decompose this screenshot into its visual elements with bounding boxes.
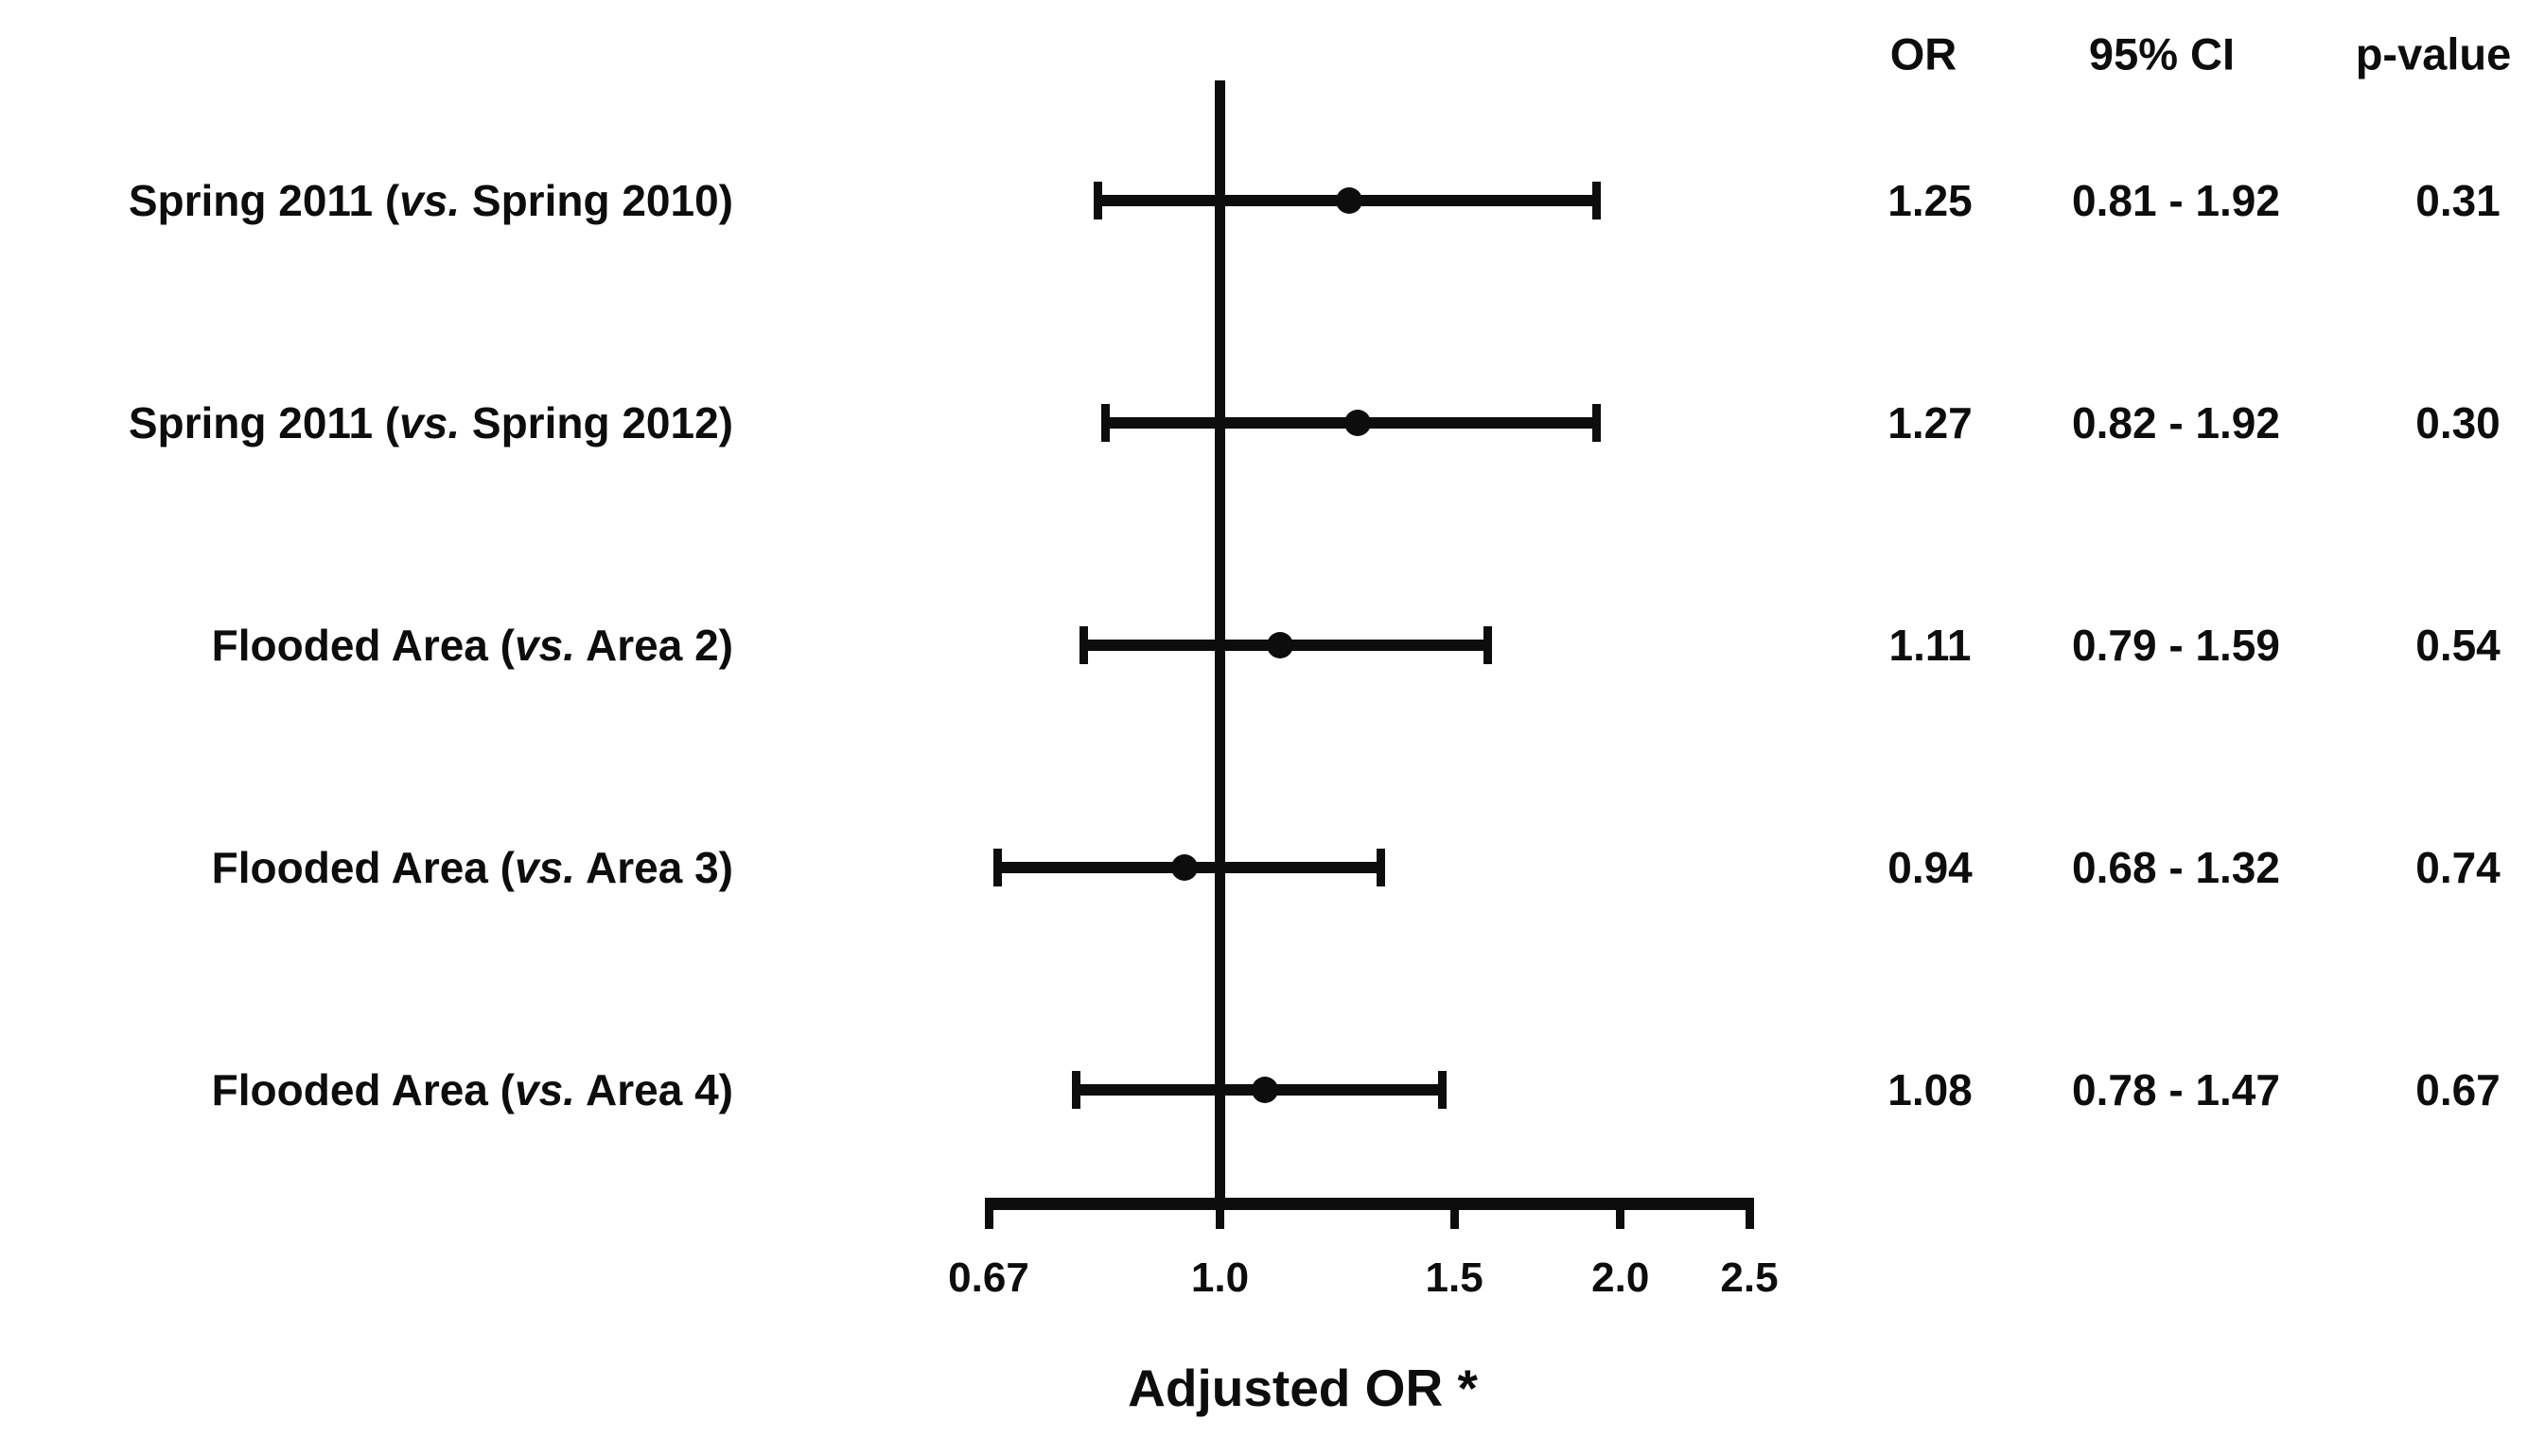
point-estimate-dot — [1170, 854, 1198, 881]
x-axis-tick — [1216, 1207, 1225, 1229]
x-tick-label: 1.5 — [1425, 1254, 1483, 1301]
row-label-text: Spring 2011 ( — [128, 398, 400, 447]
x-axis-tick — [1745, 1207, 1754, 1229]
or-value: 0.94 — [1887, 843, 1973, 892]
ci-cap-right — [1483, 626, 1493, 664]
ci-value: 0.82 - 1.92 — [2072, 398, 2280, 447]
point-estimate-dot — [1344, 410, 1372, 436]
or-value: 1.08 — [1887, 1065, 1973, 1114]
col-header-pvalue: p-value — [2355, 28, 2512, 79]
ci-value: 0.78 - 1.47 — [2072, 1065, 2280, 1114]
row-label-text: Flooded Area ( — [211, 1065, 515, 1114]
x-tick-label: 0.67 — [948, 1254, 1029, 1301]
x-axis-line — [984, 1197, 1754, 1210]
row-label: Flooded Area (vs. Area 4) — [212, 1064, 733, 1115]
point-estimate-dot — [1335, 187, 1362, 214]
row-label-text: Area 4) — [574, 1065, 733, 1114]
ci-cap-right — [1592, 404, 1602, 442]
row-label-text: Flooded Area ( — [211, 621, 515, 670]
point-estimate-dot — [1251, 1077, 1278, 1103]
x-tick-label: 2.5 — [1720, 1254, 1779, 1301]
col-header-ci: 95% CI — [2088, 28, 2236, 79]
ci-value: 0.68 - 1.32 — [2072, 843, 2280, 892]
ci-cap-left — [1079, 626, 1089, 664]
p-value: 0.74 — [2415, 843, 2501, 892]
p-value: 0.30 — [2415, 398, 2501, 447]
row-label-vs: vs. — [515, 621, 575, 670]
x-axis-tick — [1616, 1207, 1625, 1229]
ci-cap-right — [1592, 182, 1602, 219]
ci-value: 0.81 - 1.92 — [2072, 176, 2280, 225]
ci-value: 0.79 - 1.59 — [2072, 621, 2280, 670]
ci-cap-left — [992, 849, 1002, 886]
row-label: Flooded Area (vs. Area 2) — [212, 620, 733, 671]
row-label: Flooded Area (vs. Area 3) — [212, 842, 733, 893]
row-label-text: Area 2) — [574, 621, 733, 670]
or-value: 1.27 — [1887, 398, 1973, 447]
ci-cap-right — [1438, 1071, 1448, 1109]
row-label-text: Spring 2010) — [460, 176, 733, 225]
row-label-text: Area 3) — [574, 843, 733, 892]
row-label-vs: vs. — [515, 1065, 575, 1114]
row-label-text: Spring 2011 ( — [128, 176, 400, 225]
row-label-text: Flooded Area ( — [211, 843, 515, 892]
row-label-vs: vs. — [515, 843, 575, 892]
ci-cap-left — [1072, 1071, 1081, 1109]
row-label-vs: vs. — [399, 398, 461, 447]
ci-cap-left — [1094, 182, 1103, 219]
x-tick-label: 1.0 — [1190, 1254, 1250, 1301]
x-axis-tick — [984, 1207, 993, 1229]
row-label: Spring 2011 (vs. Spring 2012) — [129, 397, 733, 448]
point-estimate-dot — [1267, 632, 1294, 658]
or-value: 1.25 — [1887, 176, 1973, 225]
p-value: 0.54 — [2415, 621, 2501, 670]
x-tick-label: 2.0 — [1591, 1254, 1650, 1301]
x-axis-title: Adjusted OR * — [1128, 1359, 1478, 1417]
ci-cap-right — [1376, 849, 1385, 886]
col-header-or: OR — [1889, 28, 1957, 79]
row-label-vs: vs. — [399, 176, 461, 225]
or-value: 1.11 — [1888, 621, 1972, 670]
p-value: 0.67 — [2415, 1065, 2501, 1114]
x-axis-tick — [1449, 1207, 1459, 1229]
ci-cap-left — [1100, 404, 1110, 442]
p-value: 0.31 — [2415, 176, 2501, 225]
row-label: Spring 2011 (vs. Spring 2010) — [129, 175, 733, 226]
row-label-text: Spring 2012) — [460, 398, 733, 447]
